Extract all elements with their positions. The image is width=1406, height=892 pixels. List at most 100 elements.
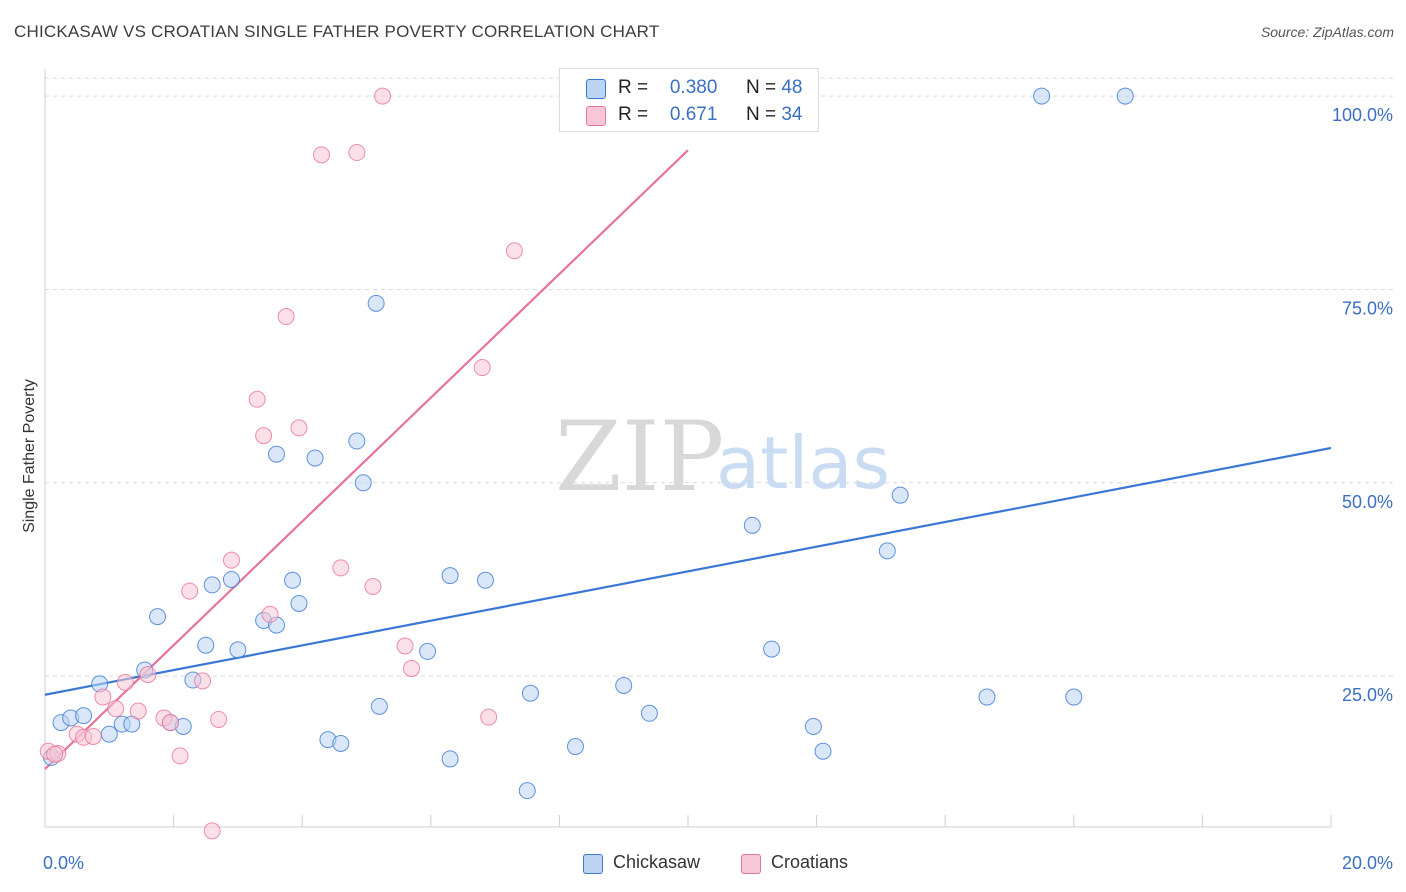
label-layer: 25.0% 50.0% 75.0% 100.0% 0.0% 20.0% Single Fat… bbox=[21, 105, 1393, 873]
chickasaw-point bbox=[518, 782, 536, 800]
chickasaw-point bbox=[419, 642, 437, 660]
series-legend: Chickasaw Croatians bbox=[0, 852, 1406, 876]
chickasaw-point bbox=[1116, 87, 1134, 105]
x-tick-label: 20.0% bbox=[1342, 853, 1393, 873]
croatians-point bbox=[222, 551, 240, 569]
y-tick-label: 75.0% bbox=[1342, 298, 1393, 318]
chickasaw-point bbox=[878, 542, 896, 560]
croatians-point bbox=[107, 700, 125, 718]
chickasaw-point bbox=[615, 676, 633, 694]
y-tick-label: 100.0% bbox=[1332, 105, 1393, 125]
chickasaw-point bbox=[229, 641, 247, 659]
croatians-point bbox=[396, 637, 414, 655]
croatians-trend-line bbox=[44, 149, 689, 770]
chickasaw-point bbox=[640, 704, 658, 722]
croatians-point bbox=[505, 242, 523, 260]
legend-label-croatians: Croatians bbox=[771, 852, 849, 872]
croatians-point bbox=[210, 710, 228, 728]
r-value: 0.380 bbox=[669, 77, 718, 98]
croatians-point bbox=[473, 359, 491, 377]
point-layer bbox=[39, 87, 1134, 840]
grid-layer bbox=[45, 77, 1394, 677]
chickasaw-swatch bbox=[586, 79, 606, 99]
chart-title: CHICKASAW VS CROATIAN SINGLE FATHER POVE… bbox=[14, 22, 660, 41]
croatians-point bbox=[480, 708, 498, 726]
r-label: R = bbox=[618, 104, 649, 125]
chickasaw-point bbox=[441, 567, 459, 585]
chickasaw-swatch bbox=[583, 854, 603, 874]
chickasaw-point bbox=[763, 640, 781, 658]
chickasaw-point bbox=[222, 570, 240, 588]
n-label: N = bbox=[745, 104, 777, 125]
y-tick-label: 50.0% bbox=[1342, 492, 1393, 512]
chickasaw-point bbox=[290, 594, 308, 612]
y-axis-label: Single Father Poverty bbox=[21, 379, 38, 533]
chickasaw-point bbox=[332, 734, 350, 752]
chickasaw-point bbox=[1033, 87, 1051, 105]
chickasaw-point bbox=[203, 576, 221, 594]
croatians-point bbox=[348, 144, 366, 162]
croatians-point bbox=[374, 87, 392, 105]
chickasaw-point bbox=[476, 571, 494, 589]
chickasaw-point bbox=[566, 738, 584, 756]
chickasaw-trend-line bbox=[44, 446, 1332, 696]
croatians-point bbox=[94, 688, 112, 706]
croatians-point bbox=[312, 146, 330, 164]
watermark-atlas: atlas bbox=[716, 421, 890, 505]
chickasaw-point bbox=[370, 697, 388, 715]
croatians-point bbox=[255, 427, 273, 445]
croatians-point bbox=[161, 714, 179, 732]
x-tick-label: 0.0% bbox=[43, 853, 84, 873]
legend-label-chickasaw: Chickasaw bbox=[613, 852, 701, 872]
croatians-point bbox=[84, 728, 102, 746]
watermark-zip: ZIP bbox=[555, 401, 724, 513]
croatians-swatch bbox=[586, 106, 606, 126]
croatians-point bbox=[171, 747, 189, 765]
chickasaw-point bbox=[348, 432, 366, 450]
croatians-point bbox=[332, 559, 350, 577]
chickasaw-point bbox=[149, 608, 167, 626]
chickasaw-point bbox=[354, 474, 372, 492]
stats-legend: R = 0.380 N = 48 R = 0.671 N = 34 bbox=[559, 68, 819, 132]
chickasaw-point bbox=[743, 516, 761, 534]
chickasaw-point bbox=[306, 449, 324, 467]
y-tick-label: 25.0% bbox=[1342, 685, 1393, 705]
chickasaw-point bbox=[814, 742, 832, 760]
chickasaw-point bbox=[367, 294, 385, 312]
chickasaw-point bbox=[267, 445, 285, 463]
watermark: ZIP atlas bbox=[555, 401, 890, 513]
croatians-point bbox=[364, 577, 382, 595]
n-label: N = bbox=[745, 77, 777, 98]
trend-layer bbox=[44, 149, 1332, 770]
r-value: 0.671 bbox=[669, 104, 718, 125]
axis-layer bbox=[44, 69, 1332, 828]
n-value: 34 bbox=[781, 104, 803, 125]
croatians-point bbox=[261, 605, 279, 623]
chickasaw-point bbox=[521, 684, 539, 702]
source-label: Source: ZipAtlas.com bbox=[1260, 24, 1394, 40]
croatians-point bbox=[194, 672, 212, 690]
chickasaw-point bbox=[75, 707, 93, 725]
chickasaw-point bbox=[441, 750, 459, 768]
croatians-point bbox=[248, 390, 266, 408]
croatians-point bbox=[116, 673, 134, 691]
croatians-point bbox=[129, 702, 147, 720]
croatians-point bbox=[139, 666, 157, 684]
r-label: R = bbox=[618, 77, 649, 98]
chickasaw-point bbox=[891, 486, 909, 504]
croatians-point bbox=[181, 582, 199, 600]
chickasaw-point bbox=[804, 717, 822, 735]
chickasaw-point bbox=[284, 571, 302, 589]
croatians-point bbox=[290, 419, 308, 437]
croatians-point bbox=[203, 822, 221, 840]
n-value: 48 bbox=[781, 77, 803, 98]
chickasaw-point bbox=[100, 725, 118, 743]
croatians-swatch bbox=[741, 854, 761, 874]
croatians-point bbox=[403, 659, 421, 677]
chickasaw-point bbox=[197, 636, 215, 654]
chickasaw-point bbox=[1065, 688, 1083, 706]
chickasaw-point bbox=[978, 688, 996, 706]
croatians-point bbox=[277, 308, 295, 326]
croatians-point bbox=[46, 745, 64, 763]
